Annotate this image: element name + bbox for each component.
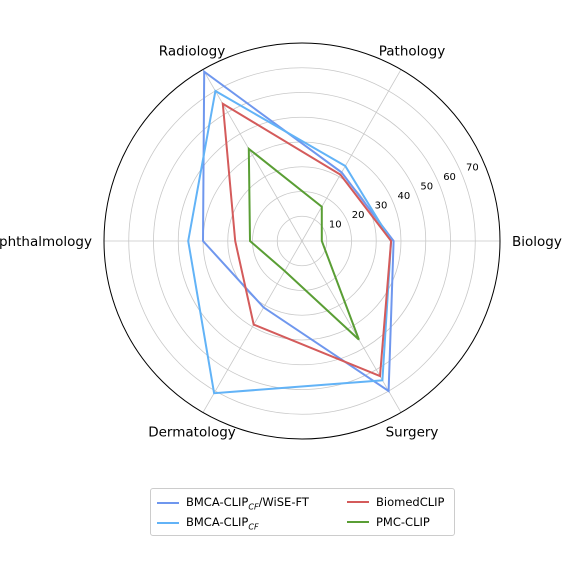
radial-tick-50: 50 xyxy=(420,182,433,193)
radar-series xyxy=(188,72,393,394)
radial-tick-10: 10 xyxy=(329,220,342,231)
legend-item-pmcclip: PMC-CLIP xyxy=(347,515,430,529)
axis-label-pathology: Pathology xyxy=(379,43,446,59)
axis-label-radiology: Radiology xyxy=(159,43,226,59)
axis-label-ophthalmology: Ophthalmology xyxy=(0,234,92,250)
radial-tick-70: 70 xyxy=(466,163,479,174)
legend-swatch-bmca xyxy=(157,522,179,524)
radial-tick-30: 30 xyxy=(375,201,388,212)
legend-swatch-biomedclip xyxy=(347,501,369,503)
spoke-radiology xyxy=(203,70,302,241)
legend-swatch-bmca-wise xyxy=(157,502,179,504)
radar-grid xyxy=(104,43,500,439)
radial-tick-60: 60 xyxy=(443,172,456,183)
radial-tick-40: 40 xyxy=(397,191,410,202)
axis-label-dermatology: Dermatology xyxy=(148,425,236,441)
legend-label-bmca-wise: BMCA-CLIPCF/WiSE-FT xyxy=(186,495,309,511)
legend-item-bmca-wise: BMCA-CLIPCF/WiSE-FT xyxy=(157,495,309,511)
radar-labels: 10 20 30 40 50 60 70 Biology Pathology Radiology O… xyxy=(0,43,562,440)
legend-label-bmca: BMCA-CLIPCF xyxy=(186,515,259,531)
series-line-bmca-clip-cf xyxy=(188,91,391,393)
legend-item-biomedclip: BiomedCLIP xyxy=(347,495,444,509)
legend: BMCA-CLIPCF/WiSE-FT BMCA-CLIPCF BiomedCL… xyxy=(150,488,455,536)
legend-item-bmca: BMCA-CLIPCF xyxy=(157,515,259,531)
legend-label-pmcclip: PMC-CLIP xyxy=(376,515,430,529)
radial-tick-20: 20 xyxy=(352,210,365,221)
axis-label-surgery: Surgery xyxy=(386,425,439,441)
axis-label-biology: Biology xyxy=(512,234,562,250)
legend-swatch-pmcclip xyxy=(347,521,369,523)
legend-label-biomedclip: BiomedCLIP xyxy=(376,495,444,509)
